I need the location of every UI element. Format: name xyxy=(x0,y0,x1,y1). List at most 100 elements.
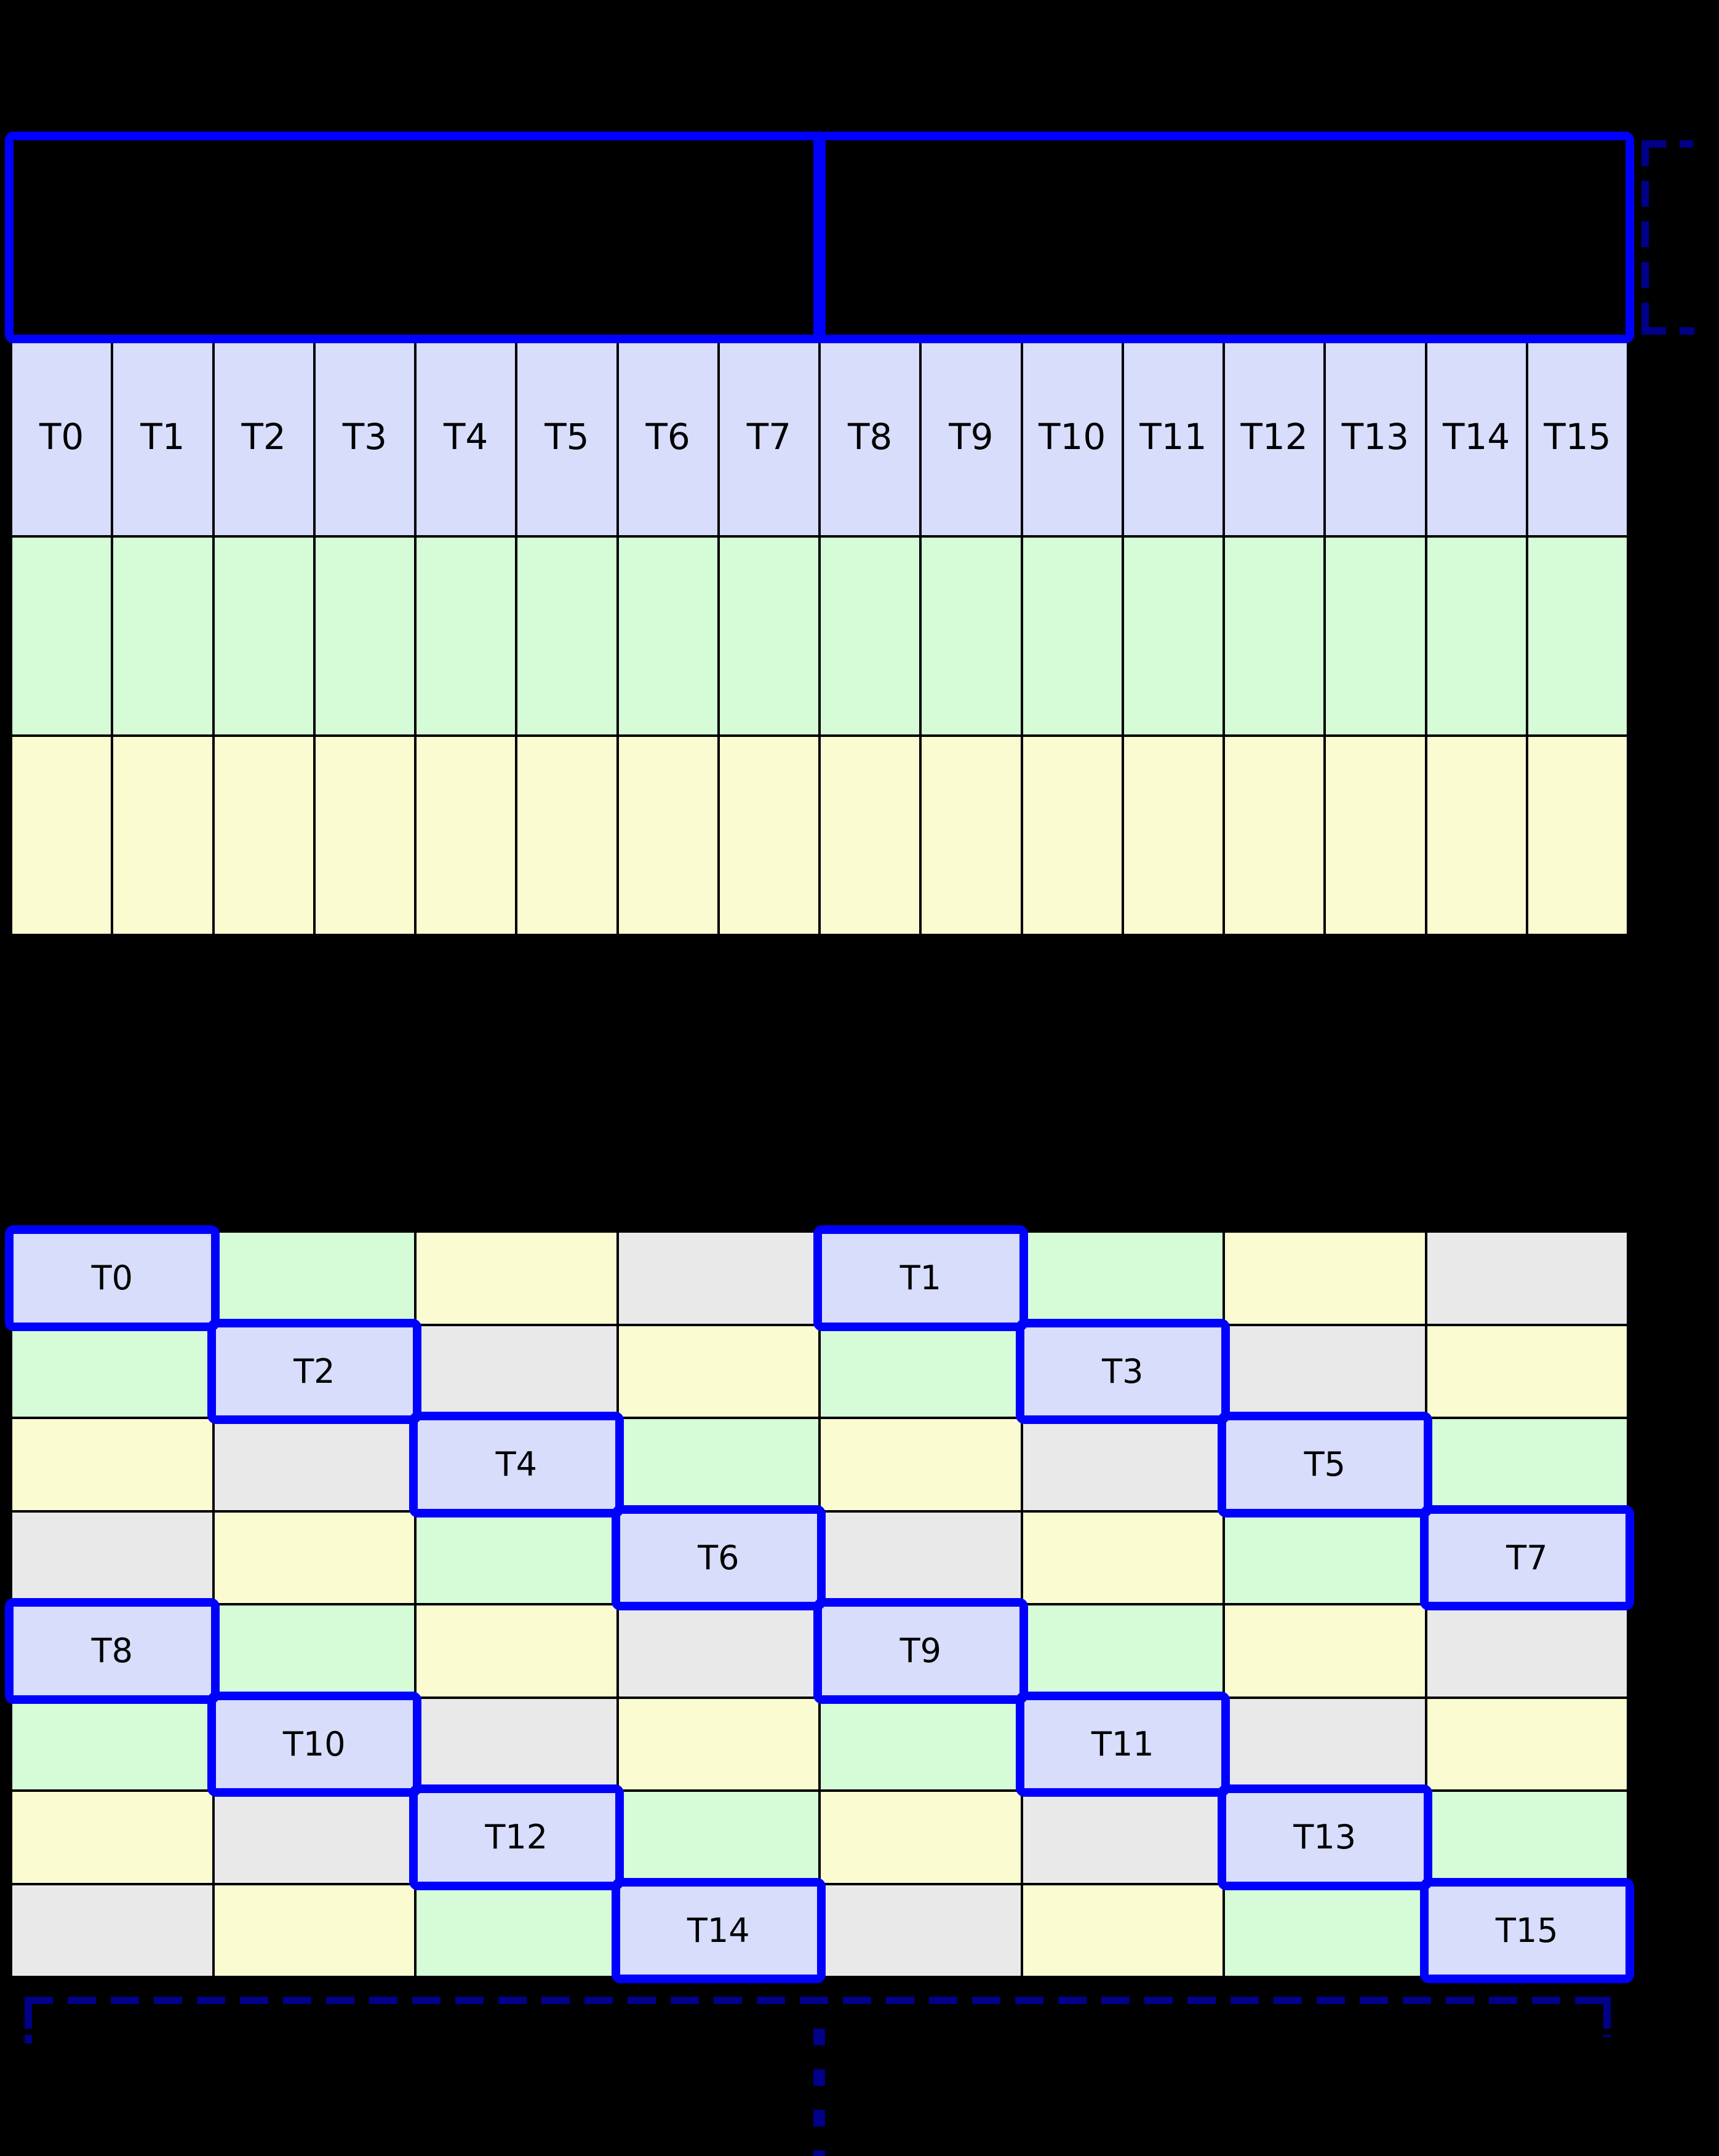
thread-label: T5 xyxy=(1304,1445,1346,1484)
thread-label: T11 xyxy=(1139,416,1207,458)
thread-label: T11 xyxy=(1091,1724,1154,1764)
bank-cell xyxy=(1427,737,1526,934)
bank-cell xyxy=(821,1792,1021,1883)
bank-cell xyxy=(618,737,717,934)
bank-cell xyxy=(1427,1419,1627,1510)
bottom-grid: T0 T1 T2 T3 T4 T5 T6 T7 T8 T9 T10 T11 T12 T13 T14 T15 xyxy=(5,1225,1634,1983)
bank-cell xyxy=(1023,1233,1222,1324)
bank-cell xyxy=(719,538,818,734)
bank-cell xyxy=(821,1698,1021,1789)
thread-cell-T13: T13 xyxy=(1225,1792,1425,1883)
bank-cell xyxy=(12,1419,212,1510)
thread-cell-T3: T3 xyxy=(1023,1326,1222,1417)
bank-cell xyxy=(1427,1792,1627,1883)
bank-cell xyxy=(12,1792,212,1883)
bank-cell xyxy=(1326,737,1425,934)
thread-group-outline-1 xyxy=(813,132,1634,343)
bank-cell xyxy=(618,1233,818,1324)
bank-cell xyxy=(1427,1326,1627,1417)
bank-cell xyxy=(417,737,516,934)
thread-label: T1 xyxy=(899,1259,941,1298)
thread-cell-T7: T7 xyxy=(1427,1512,1627,1603)
thread-group-outline-0 xyxy=(5,132,826,343)
thread-label: T2 xyxy=(241,416,286,458)
thread-label: T9 xyxy=(949,416,994,458)
bank-cell xyxy=(214,538,313,734)
thread-cell-T5: T5 xyxy=(517,338,616,535)
bank-cell xyxy=(1225,1885,1425,1976)
bank-cell xyxy=(1023,1605,1222,1697)
bank-cell xyxy=(12,1512,212,1603)
bank-cell xyxy=(1023,737,1122,934)
thread-cell-T4: T4 xyxy=(417,1419,616,1510)
bank-cell xyxy=(517,538,616,734)
bottom-width-bracket-left-tick xyxy=(25,1997,32,2043)
thread-cell-T2: T2 xyxy=(214,1326,414,1417)
thread-label: T6 xyxy=(698,1538,740,1577)
thread-label: T0 xyxy=(91,1259,133,1298)
bank-cell xyxy=(1225,737,1324,934)
bank-cell xyxy=(214,737,313,934)
thread-cell-T9: T9 xyxy=(922,338,1021,535)
thread-cell-T6: T6 xyxy=(618,338,717,535)
thread-cell-T14: T14 xyxy=(1427,338,1526,535)
bank-cell xyxy=(1427,1605,1627,1697)
row-height-bracket-line xyxy=(1641,140,1649,335)
bank-cell xyxy=(1023,538,1122,734)
thread-label: T9 xyxy=(899,1631,941,1671)
thread-cell-T10: T10 xyxy=(214,1698,414,1789)
thread-label: T7 xyxy=(746,416,792,458)
row-height-bracket-top-tick xyxy=(1641,140,1693,148)
bank-cell xyxy=(1225,1326,1425,1417)
thread-cell-T10: T10 xyxy=(1023,338,1122,535)
bank-cell xyxy=(1225,1233,1425,1324)
bank-cell xyxy=(1225,1605,1425,1697)
bank-cell xyxy=(417,1698,616,1789)
thread-label: T15 xyxy=(1544,416,1611,458)
bank-cell xyxy=(113,538,212,734)
thread-label: T0 xyxy=(39,416,84,458)
thread-cell-T15: T15 xyxy=(1528,338,1627,535)
bottom-width-bracket-line xyxy=(25,1997,1611,2004)
bank-cell xyxy=(214,1419,414,1510)
bank-cell xyxy=(922,737,1021,934)
bank-cell xyxy=(1123,538,1222,734)
thread-cell-T7: T7 xyxy=(719,338,818,535)
bank-cell xyxy=(618,1792,818,1883)
thread-cell-T8: T8 xyxy=(12,1605,212,1697)
bank-cell xyxy=(922,538,1021,734)
bank-cell xyxy=(1023,1792,1222,1883)
bank-cell xyxy=(1427,538,1526,734)
thread-label: T14 xyxy=(1443,416,1510,458)
bank-cell xyxy=(214,1233,414,1324)
thread-cell-T14: T14 xyxy=(618,1885,818,1976)
thread-cell-T1: T1 xyxy=(821,1233,1021,1324)
bank-cell xyxy=(315,737,414,934)
thread-label: T12 xyxy=(485,1818,548,1857)
bank-cell xyxy=(214,1605,414,1697)
bank-cell xyxy=(821,1419,1021,1510)
bank-cell xyxy=(821,1326,1021,1417)
thread-label: T10 xyxy=(282,1724,346,1764)
thread-label: T13 xyxy=(1341,416,1409,458)
bank-cell xyxy=(821,737,920,934)
thread-cell-T15: T15 xyxy=(1427,1885,1627,1976)
thread-cell-T1: T1 xyxy=(113,338,212,535)
bank-cell xyxy=(1123,737,1222,934)
thread-label: T4 xyxy=(443,416,489,458)
bank-cell xyxy=(719,737,818,934)
thread-cell-T8: T8 xyxy=(821,338,920,535)
thread-label: T10 xyxy=(1039,416,1106,458)
thread-label: T7 xyxy=(1506,1538,1548,1577)
bank-cell xyxy=(417,1605,616,1697)
bank-cell xyxy=(214,1885,414,1976)
bank-cell xyxy=(618,538,717,734)
thread-label: T5 xyxy=(544,416,589,458)
bank-cell xyxy=(417,1885,616,1976)
thread-label: T13 xyxy=(1293,1818,1357,1857)
thread-label: T8 xyxy=(91,1631,133,1671)
bank-cell xyxy=(214,1512,414,1603)
thread-label: T1 xyxy=(140,416,185,458)
bank-cell xyxy=(113,737,212,934)
bank-cell xyxy=(1023,1885,1222,1976)
